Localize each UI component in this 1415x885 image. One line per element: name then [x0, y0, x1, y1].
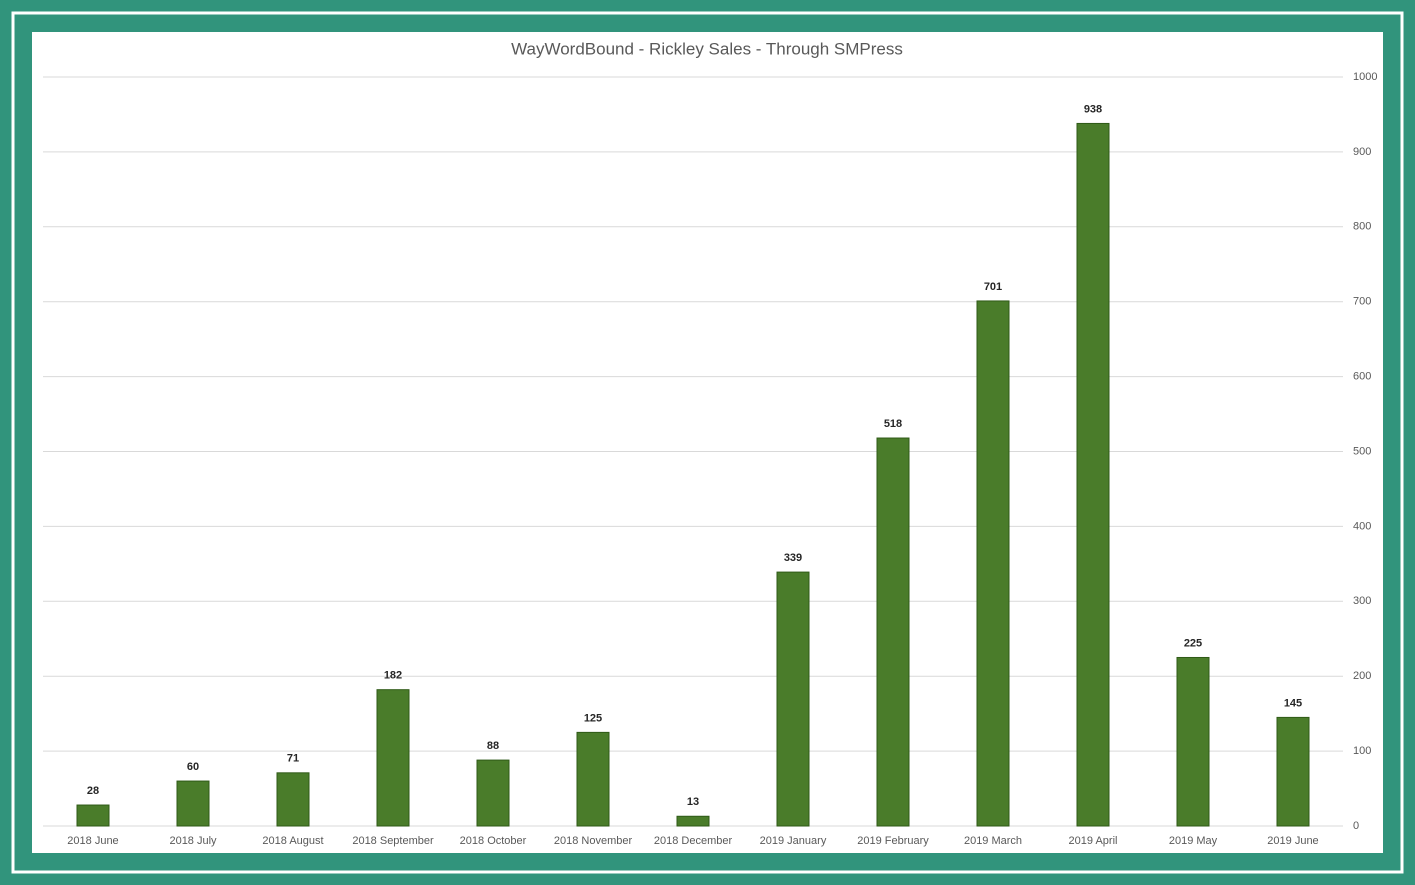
x-tick-label: 2018 September [352, 835, 434, 847]
y-tick-label: 800 [1353, 221, 1371, 233]
x-tick-label: 2019 February [857, 835, 929, 847]
bar [676, 815, 710, 827]
x-tick-label: 2018 December [654, 835, 733, 847]
x-tick-label: 2018 July [169, 835, 217, 847]
y-tick-label: 300 [1353, 595, 1371, 607]
bar [176, 780, 210, 827]
bar [876, 437, 910, 827]
y-tick-label: 1000 [1353, 71, 1377, 83]
y-tick-label: 900 [1353, 146, 1371, 158]
y-tick-label: 700 [1353, 296, 1371, 308]
y-tick-label: 600 [1353, 371, 1371, 383]
value-label: 88 [487, 740, 499, 752]
x-tick-label: 2019 April [1069, 835, 1118, 847]
value-label: 145 [1284, 697, 1302, 709]
bar [1176, 656, 1210, 827]
bar [276, 772, 310, 827]
value-label: 60 [187, 761, 199, 773]
value-label: 28 [87, 785, 99, 797]
x-tick-label: 2018 October [460, 835, 527, 847]
frame-line [11, 11, 1404, 874]
y-tick-label: 100 [1353, 745, 1371, 757]
value-label: 701 [984, 281, 1002, 293]
bar [1076, 122, 1110, 827]
y-tick-label: 200 [1353, 670, 1371, 682]
y-tick-label: 500 [1353, 445, 1371, 457]
value-label: 518 [884, 418, 902, 430]
y-tick-label: 0 [1353, 820, 1359, 832]
value-label: 182 [384, 670, 402, 682]
x-tick-label: 2018 June [67, 835, 118, 847]
y-tick-label: 400 [1353, 520, 1371, 532]
bar [776, 571, 810, 827]
x-tick-label: 2018 August [262, 835, 323, 847]
plot-area [32, 32, 1383, 853]
value-label: 938 [1084, 103, 1102, 115]
value-label: 125 [584, 712, 602, 724]
bar [1276, 716, 1310, 827]
value-label: 339 [784, 552, 802, 564]
value-label: 225 [1184, 637, 1202, 649]
value-label: 13 [687, 796, 699, 808]
bar [76, 804, 110, 827]
chart-title: WayWordBound - Rickley Sales - Through S… [511, 39, 903, 58]
bar [576, 731, 610, 827]
bar [476, 759, 510, 827]
bar [976, 300, 1010, 827]
x-tick-label: 2019 January [760, 835, 827, 847]
x-tick-label: 2019 June [1267, 835, 1318, 847]
value-label: 71 [287, 753, 299, 765]
bar [376, 689, 410, 827]
x-tick-label: 2019 May [1169, 835, 1218, 847]
x-tick-label: 2019 March [964, 835, 1022, 847]
x-tick-label: 2018 November [554, 835, 633, 847]
